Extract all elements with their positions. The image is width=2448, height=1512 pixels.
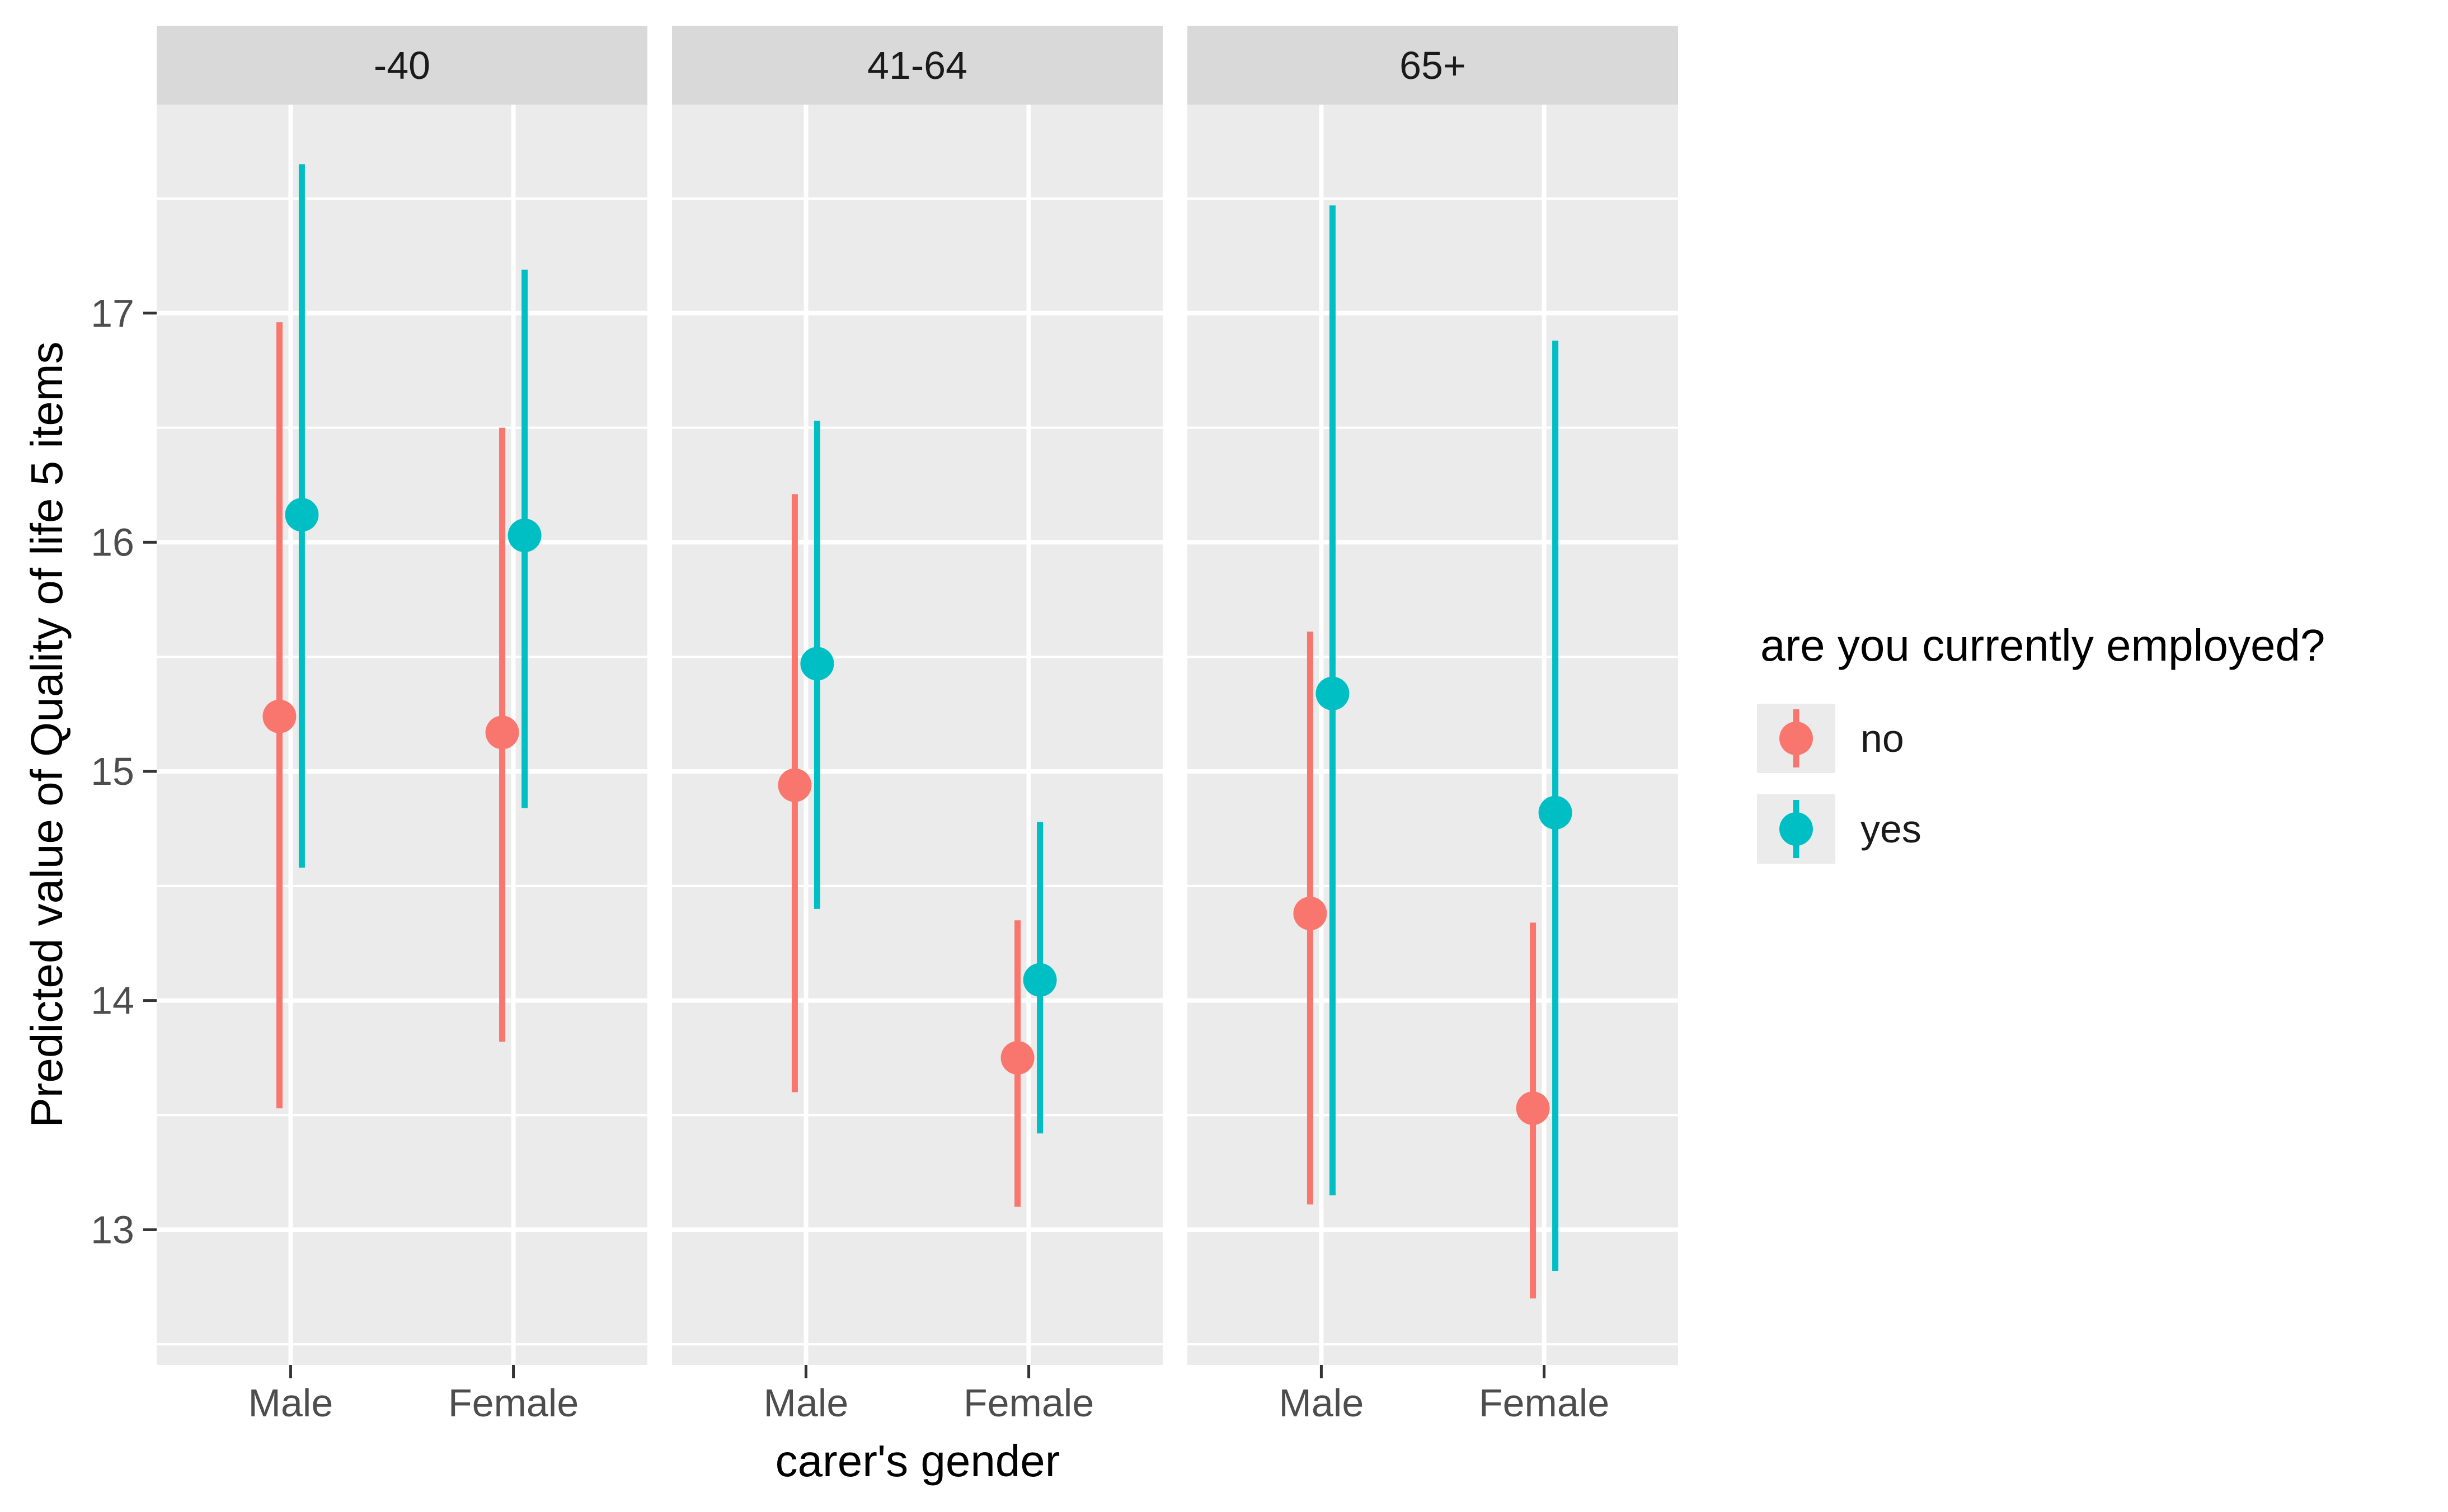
pointrange-key-icon (1757, 794, 1835, 864)
point-41-64-Female-yes (1023, 963, 1057, 997)
y-tick-label: 13 (91, 1208, 134, 1251)
facet-strip-label: -40 (373, 43, 431, 87)
x-tick-label: Female (964, 1381, 1094, 1425)
facet-strip-1: -40 (157, 26, 647, 105)
x-tick-label: Female (1479, 1381, 1609, 1425)
facet-strip-3: 65+ (1187, 26, 1678, 105)
point-41-64-Male-no (778, 768, 812, 802)
legend-label-yes: yes (1860, 807, 1921, 851)
point--40-Female-yes (508, 519, 542, 553)
pointrange-key-icon (1757, 704, 1835, 773)
point--40-Male-no (262, 699, 297, 733)
facet-strip-2: 41-64 (672, 26, 1163, 105)
point-65+-Male-no (1293, 897, 1327, 931)
point--40-Female-no (485, 715, 519, 750)
y-tick-label: 16 (91, 520, 134, 564)
legend-title: are you currently employed? (1760, 620, 2325, 670)
point-65+-Male-yes (1315, 676, 1350, 710)
legend-entry-no: no (1757, 704, 2325, 773)
x-tick-label: Male (1279, 1381, 1364, 1425)
panel-background (1187, 105, 1678, 1365)
y-tick-label: 17 (91, 291, 134, 335)
legend-rows: no yes (1757, 704, 2325, 864)
y-axis-title: Predicted value of Quality of life 5 ite… (22, 341, 72, 1128)
legend-entry-yes: yes (1757, 794, 2325, 864)
facet-strip-label: 41-64 (867, 43, 968, 87)
point-41-64-Female-no (1000, 1041, 1035, 1075)
x-tick-label: Female (448, 1381, 579, 1425)
y-tick-label: 14 (91, 979, 134, 1023)
point--40-Male-yes (285, 498, 319, 532)
point-65+-Female-yes (1538, 795, 1572, 830)
x-axis-title: carer's gender (775, 1436, 1060, 1486)
panel-background (157, 105, 647, 1365)
legend-label-no: no (1860, 717, 1904, 760)
x-tick-label: Male (764, 1381, 849, 1425)
x-tick-label: Male (248, 1381, 333, 1425)
point-65+-Female-no (1516, 1091, 1550, 1125)
facet-strip-label: 65+ (1399, 43, 1466, 87)
point-41-64-Male-yes (800, 647, 834, 681)
legend: are you currently employed? no yes (1757, 620, 2325, 864)
y-tick-label: 15 (91, 750, 134, 793)
panel-background (672, 105, 1163, 1365)
